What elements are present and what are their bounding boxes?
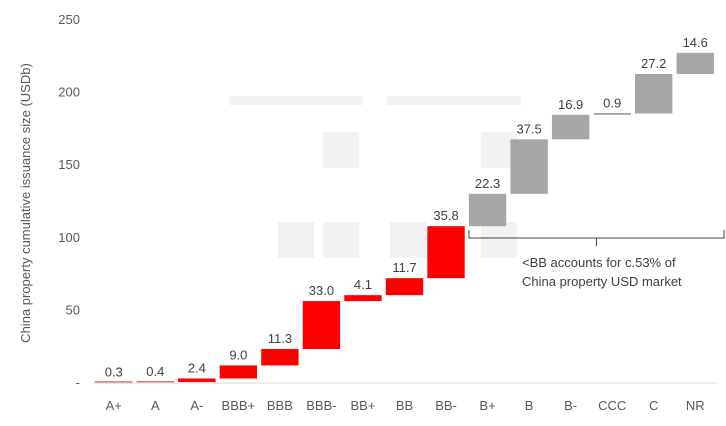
- waterfall-bar: [219, 365, 258, 379]
- x-tick-label: BB: [396, 398, 413, 413]
- placeholder-box: [229, 96, 363, 105]
- x-tick-label: A+: [106, 398, 122, 413]
- data-label-layer: 0.3 0.4 2.4 9.0 11.3 33.0 4.1 11.7 35.8 22.3 37.5 1…: [105, 35, 708, 380]
- x-tick-label: B: [525, 398, 534, 413]
- placeholder-box: [323, 132, 359, 168]
- data-label: 0.9: [603, 96, 621, 111]
- data-label: 33.0: [309, 283, 334, 298]
- x-tick-label: C: [649, 398, 658, 413]
- y-tick-label: 150: [58, 157, 80, 172]
- placeholder-box: [387, 96, 521, 105]
- y-tick-label: 250: [58, 12, 80, 27]
- data-label: 0.3: [105, 365, 123, 380]
- placeholder-box: [278, 222, 314, 258]
- x-tick-label: BBB-: [306, 398, 336, 413]
- y-axis-title: China property cumulative issuance size …: [18, 63, 33, 343]
- waterfall-bar: [676, 52, 714, 75]
- x-tick-label: A-: [190, 398, 203, 413]
- x-tick-label: B-: [564, 398, 577, 413]
- waterfall-bar: [593, 113, 631, 115]
- waterfall-bar: [178, 378, 216, 382]
- x-tick-label: B+: [479, 398, 495, 413]
- waterfall-bar: [468, 193, 507, 227]
- annotation-layer: <BB accounts for c.53% of China property …: [468, 230, 725, 289]
- bar-layer: [95, 52, 714, 384]
- placeholder-box: [323, 222, 359, 258]
- data-label: 37.5: [516, 121, 541, 136]
- data-label: 2.4: [188, 360, 206, 375]
- data-label: 9.0: [229, 347, 247, 362]
- placeholder-box: [481, 222, 517, 258]
- waterfall-bar: [427, 226, 465, 279]
- annotation-text: China property USD market: [522, 274, 682, 289]
- waterfall-bar: [302, 301, 341, 350]
- data-label: 4.1: [354, 277, 372, 292]
- waterfall-bar: [385, 278, 424, 296]
- waterfall-bar: [344, 295, 382, 302]
- waterfall-bar: [510, 139, 548, 194]
- x-tick-label: BBB+: [222, 398, 256, 413]
- y-tick-label: -: [76, 375, 80, 390]
- data-label: 11.3: [268, 331, 292, 346]
- data-label: 0.4: [146, 364, 164, 379]
- annotation-text: <BB accounts for c.53% of: [522, 255, 676, 270]
- data-label: 11.7: [392, 260, 416, 275]
- x-tick-label: CCC: [598, 398, 626, 413]
- y-tick-label: 50: [66, 302, 80, 317]
- data-label: 14.6: [683, 35, 708, 50]
- placeholder-box: [390, 222, 426, 258]
- annotation-bracket: [468, 230, 725, 246]
- x-tick-label: BB-: [435, 398, 457, 413]
- y-tick-label: 200: [58, 85, 80, 100]
- waterfall-bar: [635, 74, 673, 114]
- data-label: 27.2: [641, 56, 666, 71]
- data-label: 16.9: [558, 97, 583, 112]
- data-label: 35.8: [433, 208, 458, 223]
- data-label: 22.3: [475, 176, 500, 191]
- waterfall-bar: [261, 349, 299, 366]
- x-tick-label: BB+: [350, 398, 375, 413]
- x-tick-label: NR: [686, 398, 705, 413]
- waterfall-bar: [551, 114, 590, 140]
- x-tick-label: A: [151, 398, 160, 413]
- y-tick-label: 100: [58, 230, 80, 245]
- background-placeholder-layer: [229, 96, 521, 258]
- x-tick-label: BBB: [267, 398, 293, 413]
